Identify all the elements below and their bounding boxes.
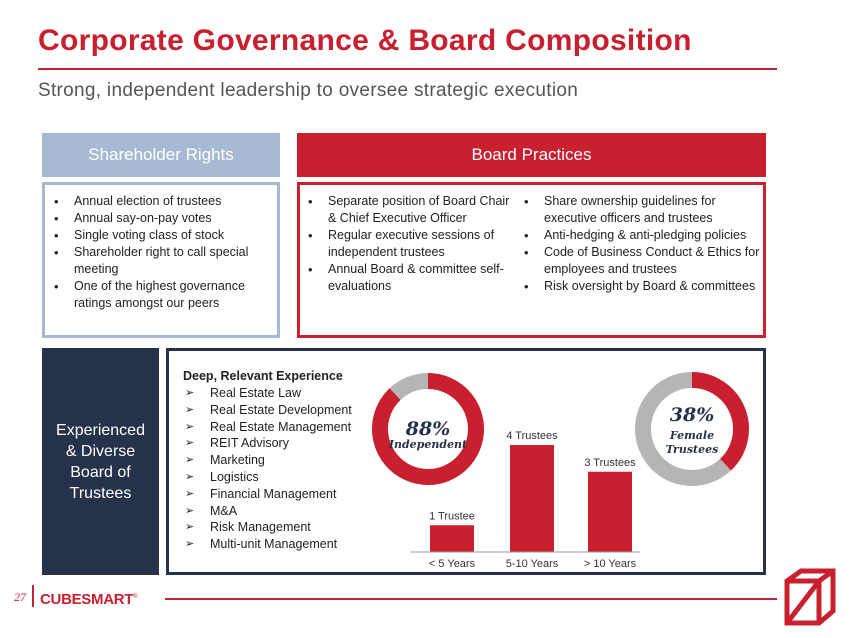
page-number: 27: [14, 590, 26, 604]
board-practices-header: Board Practices: [297, 133, 766, 177]
donut-slice-rest: [389, 373, 429, 401]
shareholder-rights-header: Shareholder Rights: [42, 133, 280, 177]
cubesmart-logo: CUBESMART®: [40, 591, 138, 608]
list-item: Separate position of Board Chair & Chief…: [302, 193, 512, 227]
bar-category-label: > 10 Years: [584, 558, 637, 570]
list-item: Annual Board & committee self-evaluation…: [302, 261, 512, 295]
donut-slice-highlight: [372, 373, 484, 485]
female-label: Female: [669, 429, 714, 442]
experience-list: Real Estate Law Real Estate Development …: [183, 385, 352, 553]
experience-side-text: Experienced & Diverse Board of Trustees: [56, 421, 145, 502]
gender-donut: [635, 372, 749, 486]
list-item: M&A: [183, 503, 352, 520]
experience-side-label: Experienced & Diverse Board of Trustees: [42, 348, 159, 575]
list-item: Share ownership guidelines for executive…: [518, 193, 764, 227]
female-label-2: Trustees: [666, 443, 719, 456]
list-item: Anti-hedging & anti-pledging policies: [518, 227, 764, 244]
list-item: Annual say-on-pay votes: [48, 210, 276, 227]
donut-slice-highlight: [691, 372, 749, 471]
page-title: Corporate Governance & Board Composition: [38, 24, 692, 57]
logo-text: CUBESMART: [40, 591, 134, 608]
list-item: REIT Advisory: [183, 435, 352, 452]
bar-data-label: 4 Trustees: [506, 430, 558, 442]
tenure-bars: 1 Trustee < 5 Years 4 Trustees 5-10 Years 3 …: [429, 430, 637, 570]
board-practices-list-left: Separate position of Board Chair & Chief…: [302, 193, 512, 295]
board-practices-list-right: Share ownership guidelines for executive…: [518, 193, 764, 295]
list-item: Logistics: [183, 469, 352, 486]
list-item: One of the highest governance ratings am…: [48, 278, 276, 312]
list-item: Real Estate Law: [183, 385, 352, 402]
list-item: Financial Management: [183, 486, 352, 503]
bar-category-label: 5-10 Years: [506, 558, 559, 570]
list-item: Risk Management: [183, 519, 352, 536]
tenure-bar: [430, 525, 474, 552]
bar-category-label: < 5 Years: [429, 558, 476, 570]
tenure-bar: [510, 445, 554, 552]
list-item: Marketing: [183, 452, 352, 469]
cube-logo-icon: [784, 568, 836, 626]
bar-data-label: 1 Trustee: [429, 510, 475, 522]
experience-heading: Deep, Relevant Experience: [183, 369, 343, 383]
list-item: Regular executive sessions of independen…: [302, 227, 512, 261]
footer-divider: [165, 598, 777, 600]
list-item: Real Estate Development: [183, 402, 352, 419]
independence-percent: 88%: [405, 418, 451, 440]
logo-mark: ®: [133, 594, 138, 600]
donut-slice-rest: [635, 372, 732, 486]
bar-data-label: 3 Trustees: [584, 457, 636, 469]
female-percent: 38%: [670, 404, 715, 426]
list-item: Code of Business Conduct & Ethics for em…: [518, 244, 764, 278]
list-item: Shareholder right to call special meetin…: [48, 244, 276, 278]
list-item: Multi-unit Management: [183, 536, 352, 553]
tenure-bar: [588, 471, 632, 552]
list-item: Annual election of trustees: [48, 193, 276, 210]
shareholder-rights-list: Annual election of trustees Annual say-o…: [48, 193, 276, 312]
independence-label: Independent: [388, 438, 467, 451]
page-subtitle: Strong, independent leadership to overse…: [38, 80, 579, 101]
list-item: Real Estate Management: [183, 419, 352, 436]
board-composition-charts: 88% Independent 1 Trustee < 5 Years 4 Trus…: [372, 372, 749, 570]
list-item: Single voting class of stock: [48, 227, 276, 244]
title-divider: [38, 68, 777, 70]
independence-donut: [372, 373, 484, 485]
footer-separator: [32, 585, 34, 607]
list-item: Risk oversight by Board & committees: [518, 278, 764, 295]
